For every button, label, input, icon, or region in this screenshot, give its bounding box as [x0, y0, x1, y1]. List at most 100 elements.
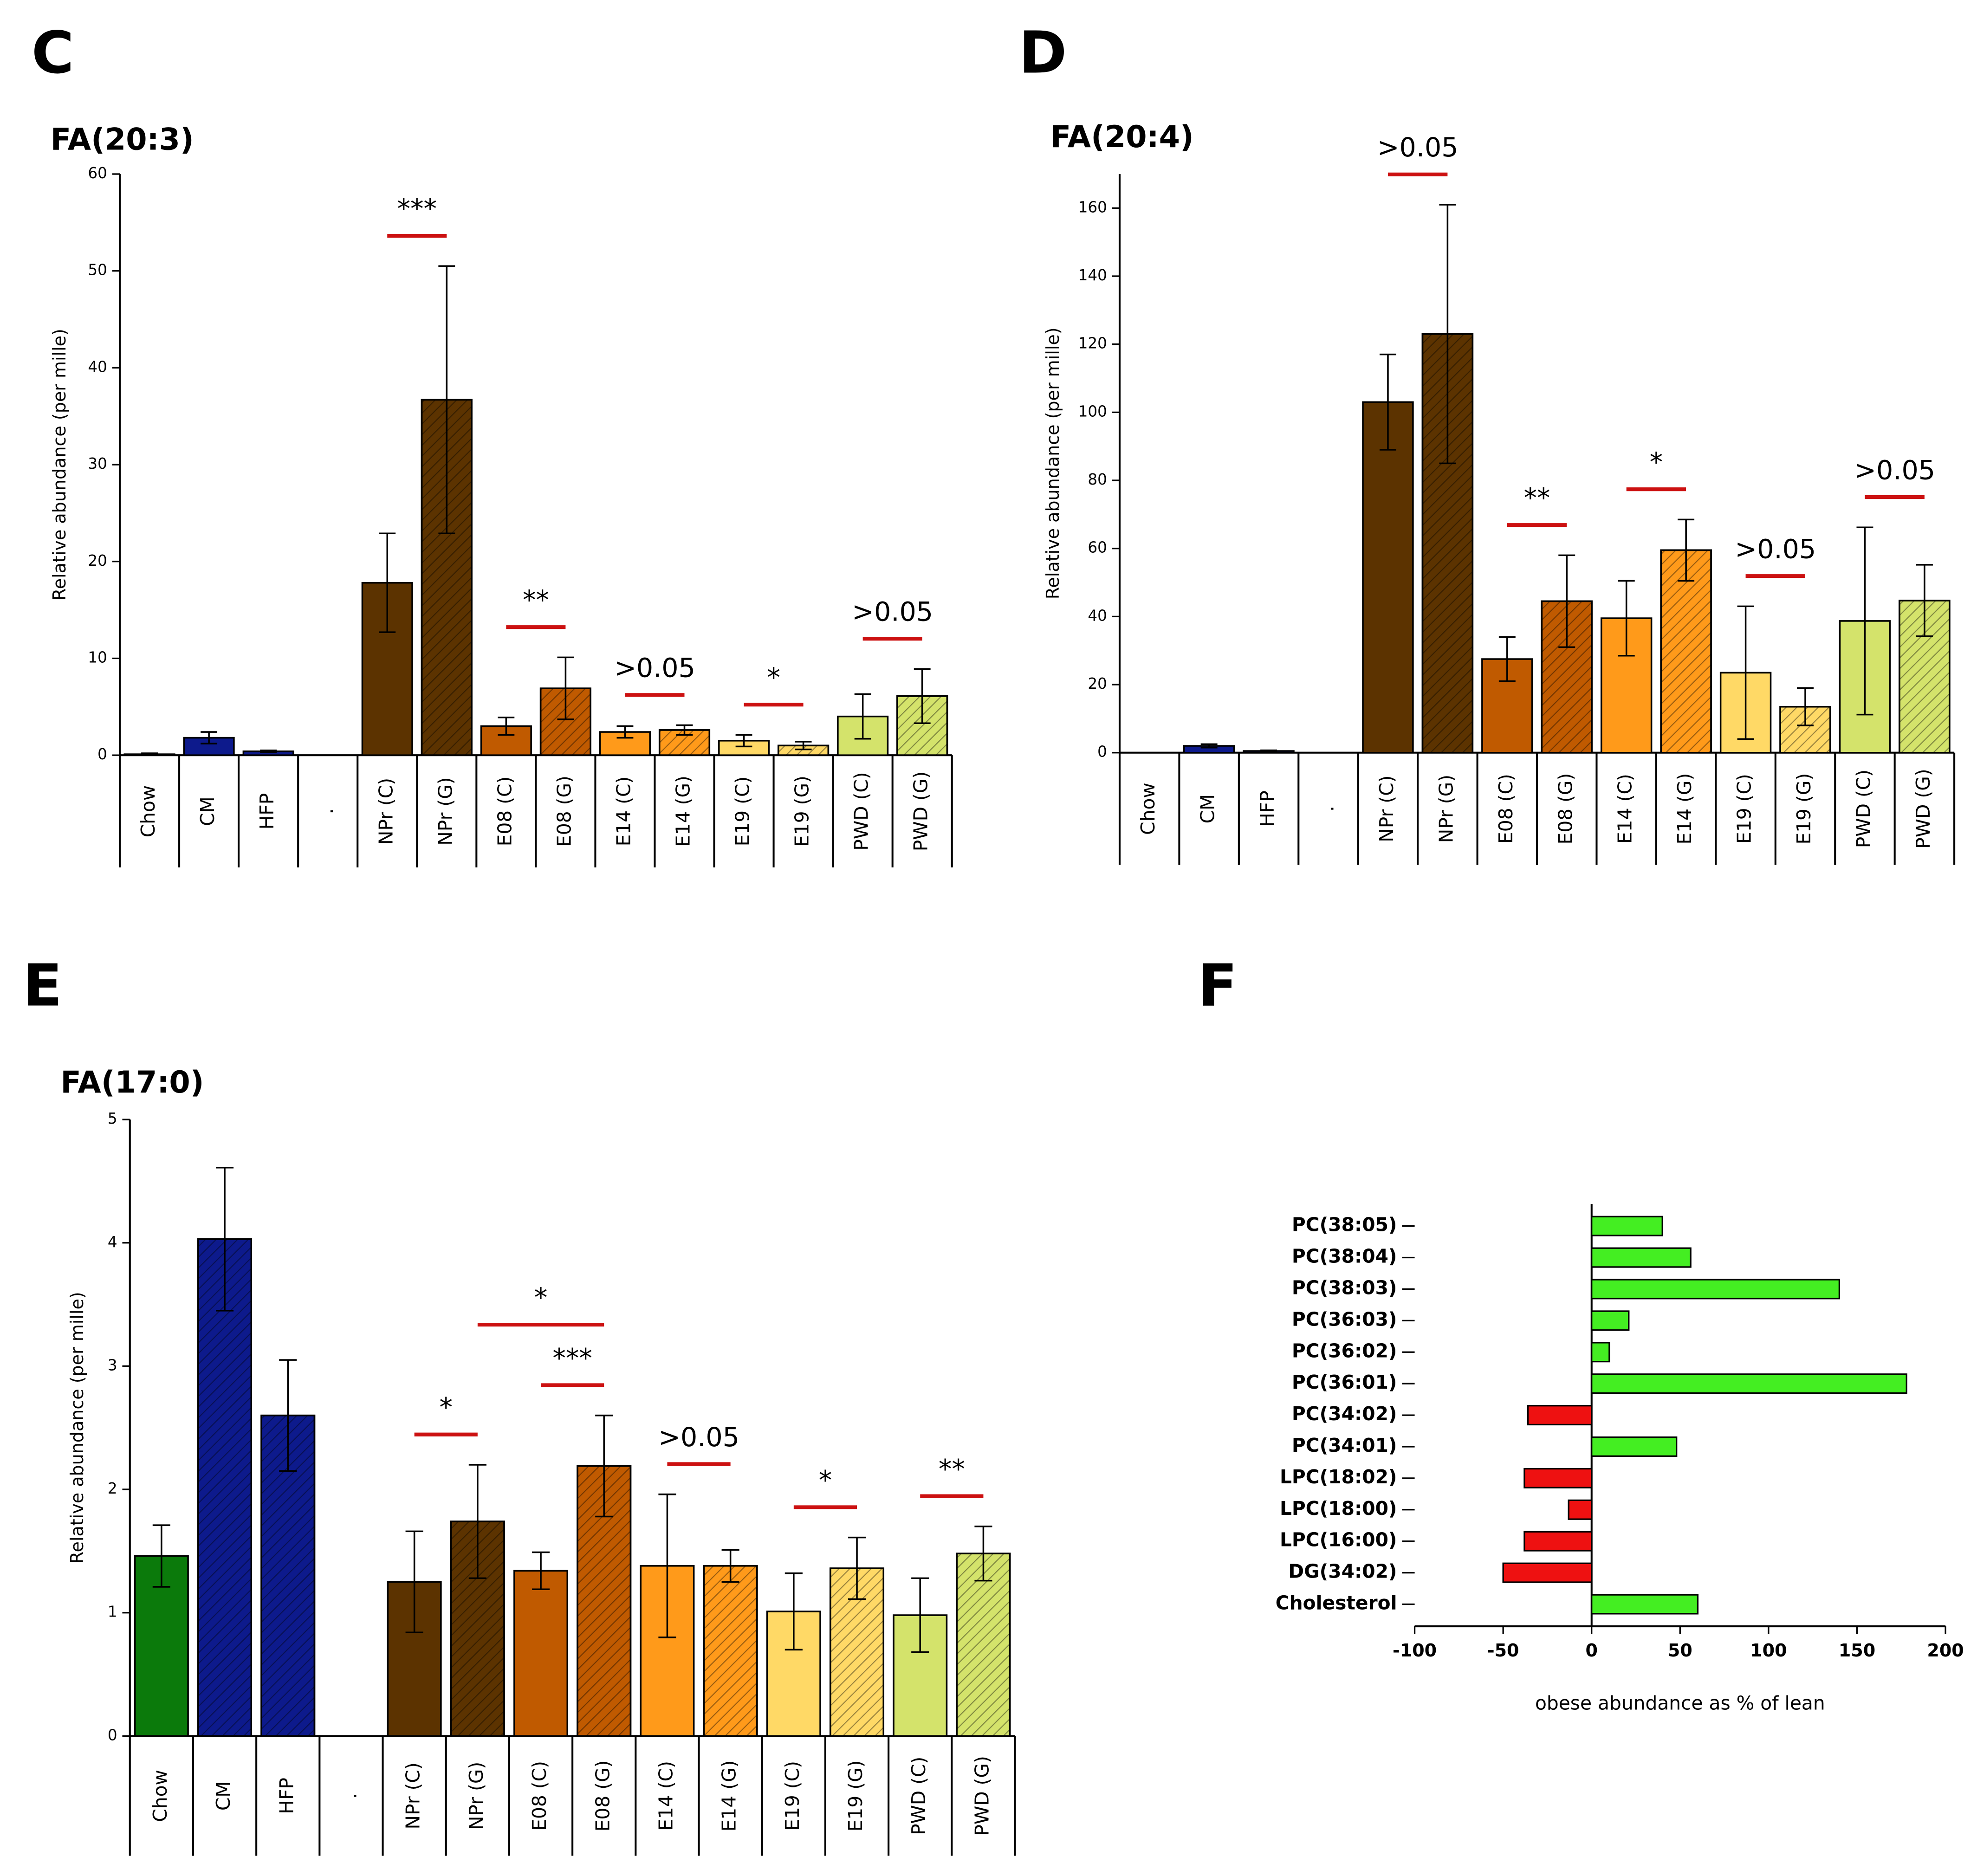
x-tick-label: HFP: [1256, 790, 1278, 827]
bar: [1591, 1310, 1630, 1331]
significance-label: >0.05: [1377, 132, 1458, 163]
x-tick-label: 150: [1839, 1640, 1875, 1661]
significance-label: >0.05: [1735, 534, 1816, 564]
y-tick-label: 50: [88, 261, 107, 279]
y-tick-label: 120: [1078, 335, 1107, 352]
x-tick-label: .: [1316, 806, 1338, 812]
x-tick-label: E08 (G): [591, 1760, 614, 1831]
bar: [1362, 401, 1414, 754]
x-tick-label: Chow: [137, 785, 159, 838]
x-tick-label: E14 (C): [1614, 774, 1636, 844]
x-tick-label: E08 (C): [493, 776, 516, 847]
x-tick-label: PWD (G): [971, 1756, 993, 1836]
x-tick-label: NPr (G): [1435, 775, 1457, 843]
x-tick-label: E19 (C): [781, 1761, 804, 1831]
y-tick-label: PC(34:02): [1292, 1403, 1397, 1425]
bar: [1591, 1342, 1610, 1363]
panel-label: D: [1019, 19, 1067, 87]
y-axis-label: Relative abundance (per mille): [67, 1292, 87, 1564]
x-tick-label: HFP: [275, 1778, 298, 1814]
x-tick-label: PWD (C): [1852, 770, 1874, 848]
bar: [1527, 1405, 1593, 1426]
x-tick-label: NPr (G): [434, 777, 456, 845]
bar: [1502, 1562, 1593, 1583]
y-tick-label: 60: [88, 164, 107, 182]
y-tick-label: 40: [88, 358, 107, 375]
y-tick-label: 20: [1088, 675, 1107, 692]
x-tick-label: E08 (C): [1495, 774, 1517, 844]
x-tick-label: HFP: [256, 793, 278, 830]
title: FA(20:4): [1050, 119, 1194, 155]
x-tick-label: -100: [1393, 1640, 1437, 1661]
x-tick-label: NPr (C): [1375, 775, 1398, 842]
x-tick-label: NPr (C): [402, 1762, 424, 1829]
y-tick-label: PC(38:05): [1292, 1214, 1397, 1236]
bar: [1591, 1594, 1699, 1615]
x-tick-label: CM: [1197, 794, 1219, 824]
significance-label: *: [819, 1465, 832, 1496]
bar-hatch: [197, 1238, 253, 1737]
panel-label: C: [32, 19, 74, 87]
significance-label: **: [1524, 483, 1550, 513]
y-tick-label: LPC(16:00): [1280, 1529, 1397, 1551]
panel-label: E: [23, 952, 62, 1020]
x-tick-label: E19 (G): [844, 1760, 867, 1831]
significance-label: **: [939, 1454, 965, 1485]
x-tick-label: E19 (G): [1793, 773, 1815, 845]
x-tick-label: PWD (G): [910, 771, 932, 852]
y-axis-label: Relative abundance (per mille): [49, 329, 70, 601]
significance-label: ***: [397, 194, 437, 224]
x-tick-label: CM: [212, 1781, 234, 1811]
x-tick-label: E08 (C): [528, 1761, 551, 1831]
y-tick-label: 30: [88, 455, 107, 472]
bar: [1591, 1436, 1678, 1457]
significance-label: **: [523, 585, 549, 615]
x-tick-label: 100: [1750, 1640, 1787, 1661]
y-tick-label: DG(34:02): [1288, 1560, 1397, 1583]
bar: [1568, 1499, 1593, 1520]
significance-label: >0.05: [658, 1422, 739, 1453]
y-tick-label: 60: [1088, 539, 1107, 556]
y-tick-label: 100: [1078, 402, 1107, 420]
significance-label: *: [1650, 447, 1663, 478]
x-tick-label: Chow: [149, 1770, 171, 1822]
significance-label: >0.05: [852, 597, 933, 627]
bar: [1591, 1216, 1663, 1236]
y-tick-label: 0: [1097, 743, 1107, 761]
x-tick-label: Chow: [1137, 783, 1159, 835]
x-tick-label: .: [315, 809, 337, 815]
y-tick-label: PC(38:03): [1292, 1276, 1397, 1299]
y-tick-label: PC(38:04): [1292, 1245, 1397, 1268]
bar: [513, 1570, 569, 1737]
x-tick-label: E14 (G): [718, 1760, 740, 1831]
bar: [1523, 1531, 1593, 1552]
x-tick-label: CM: [196, 796, 219, 826]
x-tick-label: NPr (G): [465, 1762, 487, 1830]
y-tick-label: PC(34:01): [1292, 1434, 1397, 1456]
bar: [1591, 1279, 1841, 1300]
x-tick-label: PWD (C): [907, 1757, 930, 1835]
y-tick-label: 1: [108, 1603, 117, 1621]
y-tick-label: 2: [108, 1480, 117, 1497]
x-tick-label: E19 (C): [1733, 774, 1756, 844]
title: FA(17:0): [60, 1065, 204, 1100]
y-tick-label: PC(36:01): [1292, 1371, 1397, 1393]
significance-label: *: [767, 662, 780, 693]
bar: [1591, 1247, 1692, 1268]
panel-label: F: [1198, 952, 1237, 1020]
significance-label: ***: [552, 1343, 592, 1374]
y-tick-label: 40: [1088, 607, 1107, 624]
significance-label: *: [534, 1282, 548, 1313]
bar: [134, 1555, 189, 1737]
x-tick-label: E14 (G): [1673, 773, 1696, 845]
x-tick-label: E14 (C): [612, 776, 635, 847]
significance-label: *: [440, 1392, 453, 1423]
x-tick-label: E19 (C): [732, 776, 754, 847]
y-tick-label: 4: [108, 1233, 117, 1251]
significance-label: >0.05: [1854, 455, 1935, 485]
x-tick-label: E19 (G): [791, 776, 813, 847]
y-tick-label: 160: [1078, 198, 1107, 216]
bar: [1523, 1468, 1593, 1488]
